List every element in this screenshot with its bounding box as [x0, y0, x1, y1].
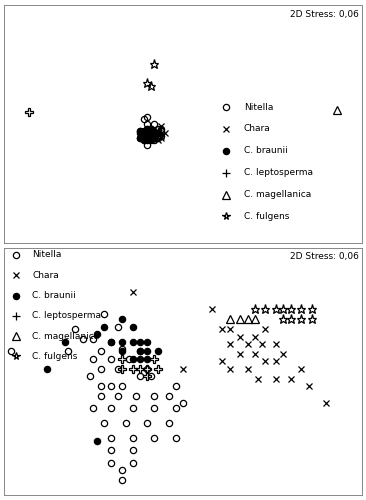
Text: C. fulgens: C. fulgens: [244, 212, 290, 221]
Text: C. magellanica: C. magellanica: [32, 332, 100, 340]
Text: Chara: Chara: [244, 124, 271, 134]
Text: C. fulgens: C. fulgens: [32, 352, 78, 361]
Text: C. magellanica: C. magellanica: [244, 190, 311, 199]
Text: 2D Stress: 0,06: 2D Stress: 0,06: [290, 10, 359, 18]
Text: Nitella: Nitella: [244, 102, 273, 112]
Text: Nitella: Nitella: [32, 250, 62, 260]
Text: C. leptosperma: C. leptosperma: [32, 312, 101, 320]
Text: C. braunii: C. braunii: [244, 146, 288, 156]
Text: 2D Stress: 0,06: 2D Stress: 0,06: [290, 252, 359, 262]
Text: Chara: Chara: [32, 270, 59, 280]
Text: C. braunii: C. braunii: [32, 291, 76, 300]
Text: C. leptosperma: C. leptosperma: [244, 168, 313, 177]
